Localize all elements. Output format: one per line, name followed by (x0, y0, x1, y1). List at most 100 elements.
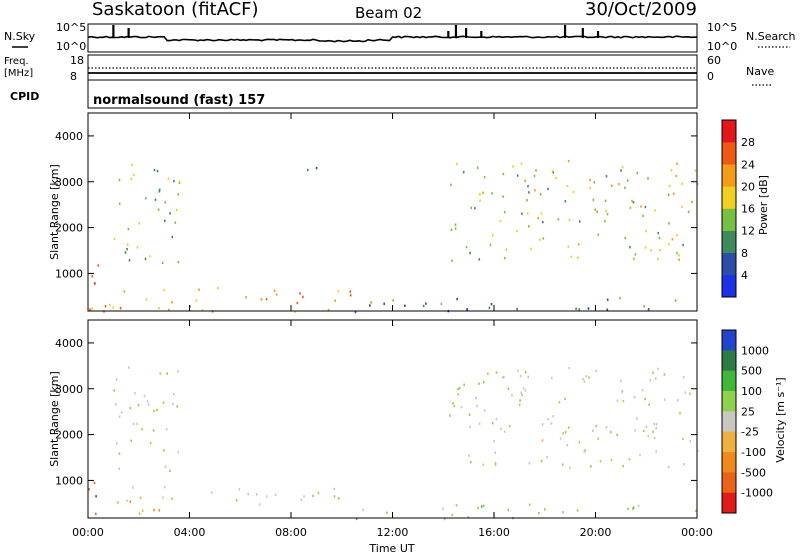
echo-cell (456, 297, 458, 301)
echo-cell (624, 236, 626, 240)
cpid-label: CPID (10, 90, 39, 103)
echo-cell (678, 258, 680, 261)
echo-cell (569, 466, 571, 469)
echo-cell (653, 436, 656, 439)
echo-cell (457, 387, 459, 391)
echo-cell (599, 460, 602, 463)
echo-cell (118, 178, 121, 182)
echo-cell (535, 169, 537, 172)
velocity-y-axis: 1000 2000 3000 4000 (55, 337, 697, 487)
power-y-axis: 1000 2000 3000 4000 (55, 130, 697, 280)
echo-cell (177, 193, 179, 196)
echo-cell (654, 377, 657, 380)
echo-cell (153, 508, 155, 512)
x-tick-label: 12:00 (377, 526, 409, 539)
echo-cell (568, 426, 570, 429)
station-title: Saskatoon (fitACF) (92, 0, 259, 20)
echo-cell (165, 428, 168, 431)
echo-cell (450, 183, 452, 187)
echo-cell (676, 251, 678, 255)
echo-cell (588, 376, 590, 379)
echo-cell (153, 409, 155, 413)
echo-cell (682, 376, 685, 379)
noise-panel (87, 23, 698, 53)
echo-cell (653, 422, 655, 426)
echo-cell (637, 504, 640, 508)
echo-cell (629, 206, 632, 209)
colorbar-swatch (722, 452, 736, 473)
power-heatmap (89, 159, 699, 314)
echo-cell (636, 171, 639, 175)
echo-cell (605, 209, 607, 213)
echo-cell (478, 382, 480, 385)
echo-cell (681, 182, 683, 185)
echo-cell (258, 503, 261, 506)
echo-cell (633, 396, 636, 399)
echo-cell (174, 221, 177, 224)
echo-cell (633, 257, 635, 260)
echo-cell (562, 511, 564, 514)
echo-cell (154, 198, 157, 201)
echo-cell (131, 486, 134, 489)
colorbar-tick-label: -100 (741, 446, 766, 459)
echo-cell (682, 243, 684, 247)
echo-cell (370, 301, 372, 304)
echo-cell (606, 298, 609, 301)
velocity-colorbar-label: Velocity [m s⁻¹] (774, 377, 787, 462)
echo-cell (530, 247, 532, 251)
echo-cell (640, 205, 642, 208)
echo-cell (566, 184, 569, 188)
echo-cell (456, 162, 458, 166)
echo-cell (671, 238, 674, 241)
echo-cell (178, 181, 181, 184)
echo-cell (634, 429, 636, 432)
echo-cell (679, 411, 681, 415)
echo-cell (517, 369, 519, 372)
echo-cell (647, 308, 650, 311)
echo-cell (595, 424, 598, 428)
echo-cell (521, 212, 523, 215)
echo-cell (163, 288, 166, 292)
y-tick-label: 3000 (55, 383, 83, 396)
colorbar-swatch (722, 208, 736, 231)
echo-cell (655, 423, 658, 426)
echo-cell (458, 387, 461, 390)
power-colorbar: 4 8 12 16 20 24 28 (721, 119, 755, 298)
echo-cell (123, 290, 126, 293)
echo-cell (470, 206, 472, 210)
echo-cell (176, 405, 178, 408)
colorbar-tick-label: 100 (741, 385, 762, 398)
echo-cell (627, 507, 629, 510)
echo-cell (670, 169, 673, 172)
echo-cell (467, 516, 470, 519)
echo-cell (494, 463, 497, 466)
echo-cell (551, 376, 553, 380)
echo-cell (489, 243, 492, 247)
echo-cell (668, 243, 670, 246)
echo-cell (477, 506, 479, 510)
echo-cell (145, 298, 148, 301)
echo-cell (547, 187, 549, 191)
echo-cell (95, 495, 97, 498)
echo-cell (502, 376, 504, 379)
freq-label: Freq. (4, 56, 29, 67)
colorbar-tick-label: 12 (741, 225, 755, 238)
echo-cell (538, 238, 541, 241)
echo-cell (128, 259, 131, 262)
echo-cell (587, 307, 590, 310)
echo-cell (590, 465, 592, 468)
echo-cell (124, 251, 127, 254)
power-colorbar-label: Power [dB] (757, 175, 770, 235)
echo-cell (520, 391, 522, 394)
nsearch-series (112, 25, 600, 38)
echo-cell (585, 375, 588, 378)
echo-cell (315, 166, 318, 170)
echo-cell (468, 454, 470, 457)
colorbar-swatch (722, 370, 736, 392)
echo-cell (494, 451, 496, 454)
echo-cell (195, 299, 198, 302)
echo-cell (167, 177, 170, 180)
echo-cell (144, 257, 147, 261)
echo-cell (597, 233, 600, 236)
echo-cell (592, 198, 595, 202)
